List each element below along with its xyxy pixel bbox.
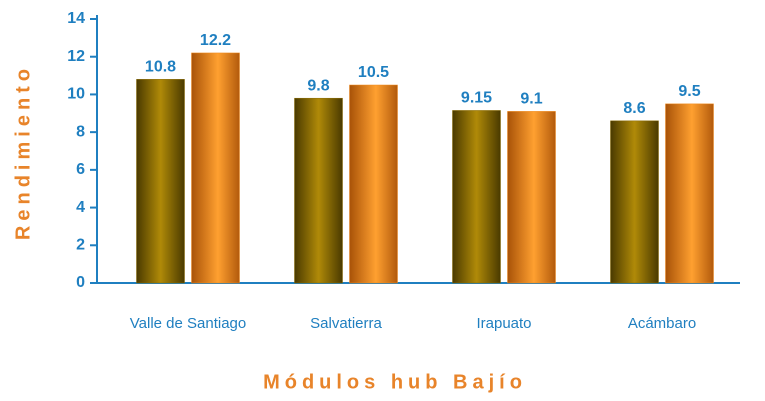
bar (349, 84, 398, 284)
x-tick-label: Valle de Santiago (130, 315, 246, 332)
bar (665, 103, 714, 284)
value-label: 9.1 (520, 91, 542, 108)
bar (191, 52, 240, 284)
value-label: 12.2 (200, 32, 231, 49)
value-label: 10.5 (358, 64, 389, 81)
bar (507, 111, 556, 284)
value-label: 9.8 (307, 77, 329, 94)
y-tick-label: 6 (76, 161, 85, 178)
x-axis-title: Módulos hub Bajío (263, 371, 527, 393)
y-tick-label: 14 (67, 10, 85, 27)
y-tick-label: 8 (76, 123, 85, 140)
value-label: 8.6 (623, 100, 645, 117)
bar (610, 120, 659, 284)
x-tick-label: Acámbaro (628, 315, 696, 332)
bar (136, 79, 185, 284)
bar (294, 97, 343, 284)
x-tick-label: Irapuato (476, 315, 531, 332)
y-tick-label: 10 (67, 86, 85, 103)
y-axis-title: Rendimiento (12, 64, 34, 240)
value-label: 9.5 (678, 83, 700, 100)
value-label: 10.8 (145, 59, 176, 76)
y-tick-label: 12 (67, 48, 85, 65)
y-tick-label: 2 (76, 237, 85, 254)
bar (452, 110, 501, 284)
x-tick-label: Salvatierra (310, 315, 382, 332)
value-label: 9.15 (461, 90, 492, 107)
y-tick-label: 4 (76, 199, 85, 216)
y-tick-label: 0 (76, 274, 85, 291)
